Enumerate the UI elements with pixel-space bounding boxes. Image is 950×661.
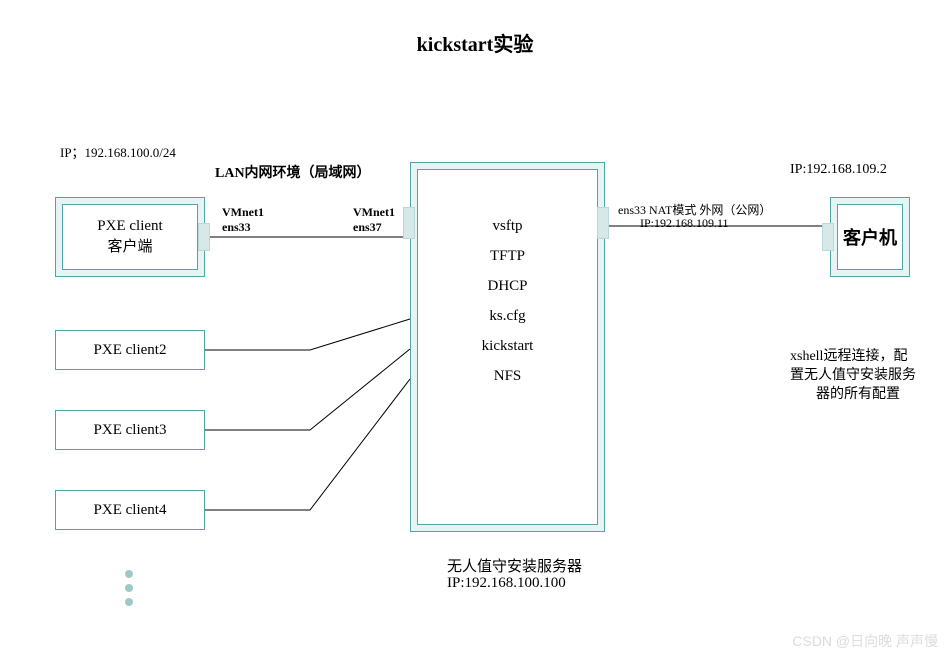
node-guest-line-0: 客户机 [843,224,897,250]
edge-3 [205,379,410,510]
node-client3: PXE client3 [55,410,205,450]
port-3 [822,223,834,251]
label-0: IP；192.168.100.0/24 [60,142,176,161]
node-client4: PXE client4 [55,490,205,530]
label-8: IP:192.168.109.2 [790,162,887,178]
port-2 [597,207,609,239]
node-client2: PXE client2 [55,330,205,370]
label-1: LAN内网环境（局域网） [215,162,371,182]
dot-2 [125,598,133,606]
node-client2-line-0: PXE client2 [94,342,167,359]
port-0 [198,223,210,251]
node-client3-line-0: PXE client3 [94,422,167,439]
label-10: 置无人值守安装服务 [790,364,916,384]
edge-2 [205,349,410,430]
node-server-line-0: vsftp [493,218,523,235]
node-server-line-3: ks.cfg [489,308,525,325]
node-server-line-1: TFTP [490,248,525,265]
label-7: IP:192.168.109.11 [640,216,729,231]
node-server-line-4: kickstart [482,338,534,355]
label-9: xshell远程连接，配 [790,345,907,365]
node-client1-line-1: 客户端 [107,235,152,256]
node-client1: PXE client客户端 [62,204,198,270]
label-4: VMnet1 [353,205,395,220]
label-2: VMnet1 [222,205,264,220]
node-server-line-2: DHCP [487,278,527,295]
dot-0 [125,570,133,578]
port-1 [403,207,415,239]
watermark: CSDN @日向晚 声声慢 [792,631,938,651]
label-12: 无人值守安装服务器 [447,555,582,576]
label-13: IP:192.168.100.100 [447,575,566,592]
edge-1 [205,319,410,350]
dot-1 [125,584,133,592]
node-client1-line-0: PXE client [97,218,162,235]
node-server: vsftp TFTP DHCP ks.cfg kickstart NFS [417,169,598,525]
node-guest: 客户机 [837,204,903,270]
label-5: ens37 [353,220,382,235]
label-11: 器的所有配置 [816,383,900,403]
label-3: ens33 [222,220,251,235]
node-server-line-5: NFS [494,368,522,385]
ellipsis-dots [125,570,133,606]
node-client4-line-0: PXE client4 [94,502,167,519]
